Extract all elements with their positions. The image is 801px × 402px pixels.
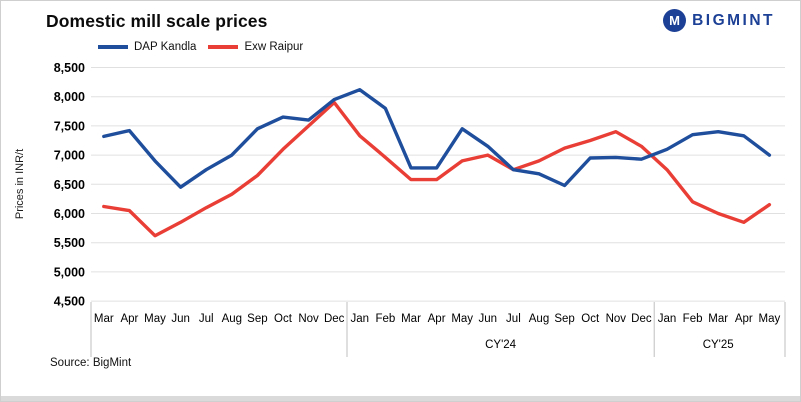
x-axis-month-label: Jul: [506, 313, 521, 325]
x-axis-month-label: Oct: [274, 313, 293, 325]
x-axis-month-label: Apr: [735, 313, 753, 325]
y-axis-tick-label: 8,500: [54, 61, 85, 75]
legend-label-exw-raipur: Exw Raipur: [244, 41, 304, 53]
y-axis-title: Prices in INR/t: [14, 149, 26, 219]
year-group-label: CY'25: [703, 339, 734, 351]
x-axis-month-label: Nov: [298, 313, 319, 325]
exw-raipur-line-swatch: [208, 45, 239, 49]
x-axis-month-label: Apr: [428, 313, 446, 325]
y-axis-tick-label: 6,000: [54, 207, 85, 221]
x-axis-month-label: Feb: [683, 313, 703, 325]
y-axis-tick-label: 5,500: [54, 236, 85, 250]
x-axis-month-label: Dec: [631, 313, 652, 325]
bigmint-logo: M BIGMINT: [663, 9, 775, 32]
x-axis-month-label: May: [759, 313, 781, 325]
x-axis-month-label: Mar: [94, 313, 114, 325]
x-axis-month-label: Mar: [708, 313, 728, 325]
x-axis-month-label: Sep: [554, 313, 574, 325]
y-axis-tick-label: 7,000: [54, 149, 85, 163]
x-axis-month-label: Nov: [606, 313, 627, 325]
page-title: Domestic mill scale prices: [46, 11, 268, 31]
y-axis-tick-label: 7,500: [54, 119, 85, 133]
year-group-label: CY'24: [485, 339, 517, 351]
x-axis-month-label: Jan: [658, 313, 677, 325]
x-axis-month-label: Jun: [171, 313, 190, 325]
series-line-exw-raipur: [102, 100, 772, 238]
x-axis-month-label: Dec: [324, 313, 345, 325]
x-axis-month-label: Jun: [479, 313, 498, 325]
x-axis-month-label: May: [144, 313, 166, 325]
x-axis-month-label: Jul: [199, 313, 214, 325]
bottom-strip: [1, 396, 800, 401]
x-axis-month-label: Mar: [401, 313, 421, 325]
dap-kandla-line-swatch: [98, 45, 128, 49]
chart-legend: DAP Kandla Exw Raipur: [98, 41, 303, 53]
y-axis-tick-label: 8,000: [54, 90, 85, 104]
y-axis-tick-label: 4,500: [54, 295, 85, 309]
series-line-dap-kandla: [102, 87, 772, 189]
legend-item-exw-raipur: Exw Raipur: [208, 41, 303, 53]
legend-item-dap-kandla: DAP Kandla: [98, 41, 196, 53]
legend-label-dap-kandla: DAP Kandla: [134, 41, 197, 53]
x-axis-month-label: Aug: [222, 313, 242, 325]
source-note: Source: BigMint: [50, 357, 132, 369]
x-axis-month-label: Feb: [375, 313, 395, 325]
x-axis-month-label: Sep: [247, 313, 267, 325]
x-axis-month-label: Jan: [351, 313, 370, 325]
x-axis-month-label: Apr: [120, 313, 138, 325]
y-axis-tick-label: 6,500: [54, 178, 85, 192]
x-axis-month-label: May: [451, 313, 473, 325]
y-axis-tick-label: 5,000: [54, 265, 85, 279]
x-axis-month-label: Aug: [529, 313, 549, 325]
bigmint-logo-icon: M: [663, 9, 687, 32]
x-axis-month-label: Oct: [581, 313, 600, 325]
bigmint-logo-text: BIGMINT: [692, 11, 775, 29]
